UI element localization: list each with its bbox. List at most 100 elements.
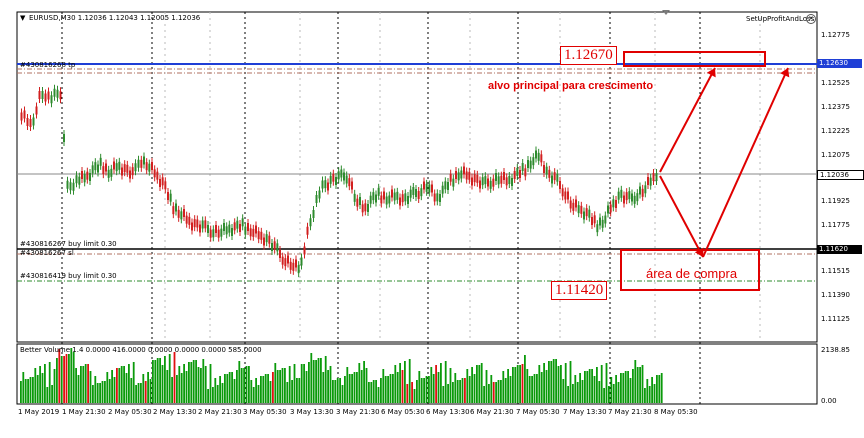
volume-bar <box>629 378 632 403</box>
volume-bar <box>281 368 284 403</box>
volume-bar <box>353 372 356 403</box>
volume-bar <box>87 364 89 403</box>
buy-price-box: 1.11420 <box>551 281 608 300</box>
volume-bar <box>207 389 209 403</box>
candle-body <box>551 175 553 184</box>
target-annotation-text: alvo principal para crescimento <box>488 80 654 92</box>
candle-body <box>561 188 564 197</box>
volume-bar <box>286 382 289 403</box>
candle-body <box>580 205 583 214</box>
volume-bar <box>464 378 466 403</box>
volume-bar <box>341 385 344 403</box>
candle-body <box>265 234 268 243</box>
candle-body <box>377 187 380 196</box>
candle-body <box>599 217 601 226</box>
candle-body <box>631 193 633 202</box>
candle-body <box>318 190 321 199</box>
volume-bar <box>408 359 411 403</box>
volume-bar <box>658 375 661 403</box>
volume-bar <box>572 384 574 403</box>
candle-body <box>380 195 383 204</box>
candle-body <box>535 150 537 159</box>
volume-bar <box>495 382 497 403</box>
candle-body <box>428 184 431 193</box>
volume-bar <box>377 387 380 403</box>
volume-bar <box>238 361 241 403</box>
volume-bar <box>135 385 137 403</box>
volume-bar <box>423 378 425 403</box>
candle-body <box>97 164 99 173</box>
volume-bar <box>154 360 157 403</box>
volume-bar <box>567 386 569 403</box>
volume-bar <box>108 379 111 403</box>
volume-bar <box>617 382 620 403</box>
candle-body <box>417 191 420 199</box>
candle-body <box>175 203 177 212</box>
volume-bar <box>476 365 478 403</box>
volume-bar <box>200 368 202 403</box>
candle-body <box>276 243 279 252</box>
volume-bar <box>39 366 41 403</box>
volume-bar <box>632 369 634 403</box>
volume-bar <box>492 382 495 403</box>
volume-bar <box>574 375 577 403</box>
volume-bar <box>106 372 109 403</box>
candle-body <box>532 157 535 166</box>
volume-bar <box>478 365 481 403</box>
volume-bar <box>452 382 454 403</box>
volume-bar <box>545 370 548 403</box>
candle-body <box>516 168 519 176</box>
volume-bar <box>24 379 27 403</box>
candle-body <box>340 169 343 178</box>
volume-bar <box>279 370 281 403</box>
volume-bar <box>322 372 325 403</box>
volume-bar <box>209 364 212 403</box>
symbol-info: EURUSD,M30 1.12036 1.12043 1.12005 1.120… <box>29 14 201 22</box>
volume-bar <box>576 382 579 403</box>
volume-bar <box>406 384 409 403</box>
candle-body <box>644 185 647 194</box>
shift-marker-icon[interactable] <box>662 10 670 15</box>
close-icon[interactable]: ✕ <box>806 14 816 24</box>
candle-body <box>652 173 655 181</box>
volume-bar <box>303 364 305 403</box>
arrow-down-buy-head <box>694 247 704 257</box>
price-tick: 1.11390 <box>821 291 850 299</box>
volume-bar <box>329 366 332 403</box>
candle-body <box>388 195 391 204</box>
candle-body <box>47 91 50 100</box>
volume-bar <box>591 369 593 403</box>
candle-body <box>295 259 297 268</box>
volume-bar <box>245 366 248 403</box>
candle-body <box>447 182 449 190</box>
volume-bar <box>53 369 56 403</box>
volume-bar <box>507 369 509 403</box>
volume-bar <box>500 380 502 403</box>
volume-bar <box>598 381 601 403</box>
volume-bar <box>284 368 286 403</box>
dropdown-icon[interactable]: ▼ <box>20 14 26 22</box>
candle-body <box>279 250 281 258</box>
volume-bar <box>428 376 430 403</box>
candle-body <box>492 178 495 187</box>
candle-body <box>553 172 556 181</box>
candle-body <box>268 235 271 244</box>
volume-bar <box>644 388 646 403</box>
volume-bar <box>147 372 149 403</box>
volume-bar <box>543 363 545 403</box>
volume-bar <box>257 385 260 403</box>
candle-body <box>123 164 126 173</box>
time-tick: 8 May 05:30 <box>654 408 698 416</box>
buy-limit-label-2: #430816419 buy limit 0.30 <box>20 272 117 280</box>
volume-bar <box>250 380 253 403</box>
candle-body <box>94 162 97 171</box>
candle-body <box>452 178 455 187</box>
candle-body <box>183 209 185 217</box>
time-tick: 1 May 21:30 <box>62 408 106 416</box>
candle-body <box>497 176 500 185</box>
volume-bar <box>188 362 190 403</box>
candle-body <box>601 219 604 228</box>
candle-body <box>281 256 284 265</box>
candle-body <box>231 228 233 236</box>
